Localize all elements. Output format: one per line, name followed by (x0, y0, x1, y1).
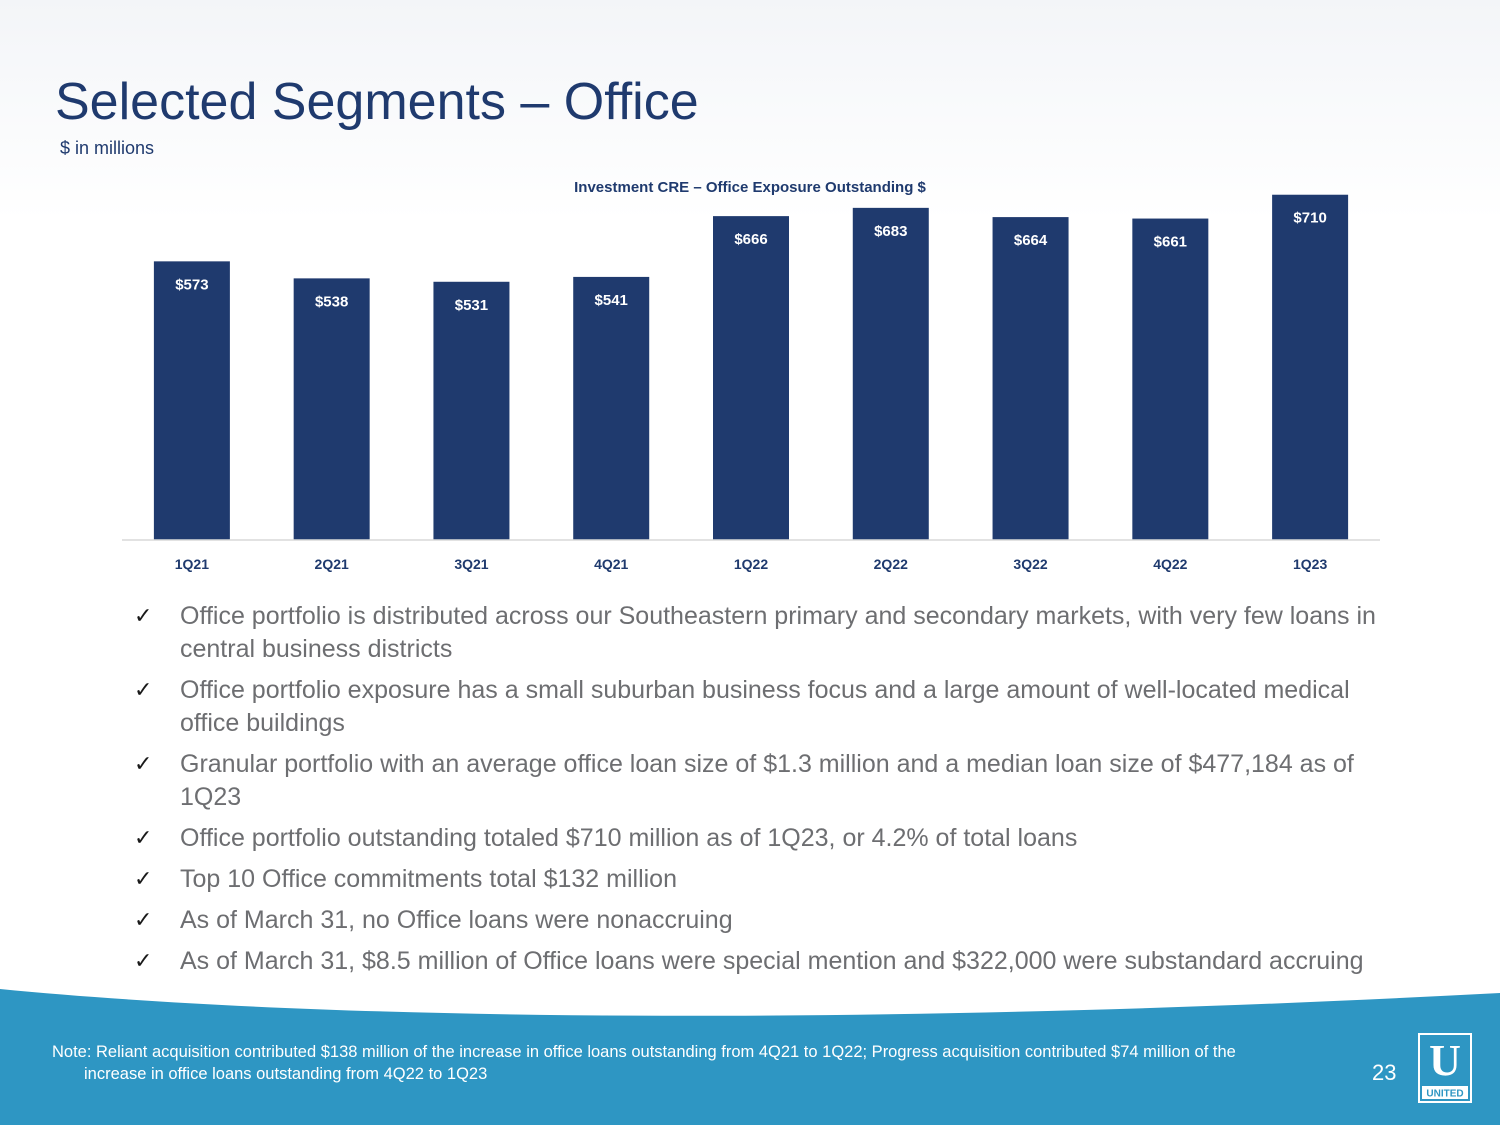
bar-3Q21 (433, 281, 510, 540)
bar-2Q22 (852, 207, 929, 540)
chart-title: Investment CRE – Office Exposure Outstan… (574, 179, 926, 196)
bullet-item: ✓ Office portfolio outstanding totaled $7… (134, 822, 1384, 855)
x-tick-label: 2Q22 (874, 556, 908, 572)
checkmark-icon: ✓ (134, 604, 153, 629)
bar-4Q21 (573, 276, 650, 540)
x-tick-label: 1Q21 (175, 556, 209, 572)
bullet-text: Office portfolio outstanding totaled $71… (180, 824, 1078, 852)
united-logo: U UNITED (1418, 1033, 1472, 1103)
bullet-item: ✓ Top 10 Office commitments total $132 mi… (134, 863, 1384, 896)
bar-value-label: $538 (315, 293, 348, 310)
bar-value-label: $666 (734, 231, 767, 248)
checkmark-icon: ✓ (134, 678, 153, 703)
bar-2Q21 (293, 278, 370, 540)
logo-label-band (1422, 1086, 1468, 1099)
page-subtitle: $ in millions (60, 138, 155, 158)
x-tick-label: 1Q23 (1293, 556, 1327, 572)
page-number: 23 (1372, 1060, 1397, 1085)
logo-frame (1418, 1033, 1472, 1103)
footer-wave-shape (0, 989, 1500, 1125)
bullet-item: ✓ As of March 31, $8.5 million of Office … (134, 945, 1384, 978)
x-tick-label: 3Q22 (1013, 556, 1047, 572)
bar-1Q22 (713, 216, 789, 540)
footnote: Note: Reliant acquisition contributed $1… (52, 1043, 1236, 1083)
bullet-text: As of March 31, $8.5 million of Office l… (180, 947, 1364, 975)
page-title: Selected Segments – Office (55, 73, 699, 131)
footer-band (0, 989, 1500, 1125)
x-tick-labels: 1Q21 2Q21 3Q21 4Q21 1Q22 2Q22 3Q22 4Q22 1Q23 (175, 556, 1328, 572)
logo-text: UNITED (1426, 1089, 1463, 1100)
x-tick-label: 2Q21 (315, 556, 349, 572)
bullet-item: ✓ Granular portfolio with an average offi… (134, 748, 1384, 814)
bullet-item: ✓ Office portfolio is distributed across … (134, 600, 1384, 666)
checkmark-icon: ✓ (134, 826, 153, 851)
bullet-text: Granular portfolio with an average offic… (180, 750, 1354, 811)
bar-value-label: $531 (455, 297, 488, 314)
bullet-text: Office portfolio is distributed across o… (180, 602, 1376, 663)
bars-layer: $573 $538 $531 $541 $666 $683 $664 $661 $710 (153, 194, 1349, 541)
checkmark-icon: ✓ (134, 752, 153, 777)
bullet-text: Top 10 Office commitments total $132 mil… (180, 865, 677, 893)
bar-value-label: $710 (1293, 210, 1326, 227)
bar-4Q22 (1132, 218, 1209, 540)
x-tick-label: 4Q22 (1153, 556, 1187, 572)
bullet-item: ✓ Office portfolio exposure has a small s… (134, 674, 1384, 740)
bullet-item: ✓ As of March 31, no Office loans were no… (134, 904, 1384, 937)
checkmark-icon: ✓ (134, 949, 153, 974)
bar-3Q22 (992, 217, 1069, 540)
bar-1Q21 (153, 261, 230, 540)
bar-value-label: $541 (595, 292, 628, 309)
checkmark-icon: ✓ (134, 867, 153, 892)
bullet-text: As of March 31, no Office loans were non… (180, 906, 733, 934)
bar-value-label: $573 (175, 276, 208, 293)
office-exposure-chart: Investment CRE – Office Exposure Outstan… (122, 179, 1380, 572)
bullet-list: ✓ Office portfolio is distributed across … (134, 600, 1384, 986)
checkmark-icon: ✓ (134, 908, 153, 933)
x-tick-label: 4Q21 (594, 556, 628, 572)
x-tick-label: 1Q22 (734, 556, 768, 572)
x-tick-label: 3Q21 (454, 556, 488, 572)
bar-1Q23 (1272, 194, 1349, 541)
bar-value-label: $683 (874, 223, 907, 240)
bar-value-label: $664 (1014, 232, 1048, 249)
bar-value-label: $661 (1154, 234, 1187, 251)
header-background (0, 0, 1500, 220)
logo-letter: U (1429, 1036, 1461, 1085)
bullet-text: Office portfolio exposure has a small su… (180, 676, 1350, 737)
